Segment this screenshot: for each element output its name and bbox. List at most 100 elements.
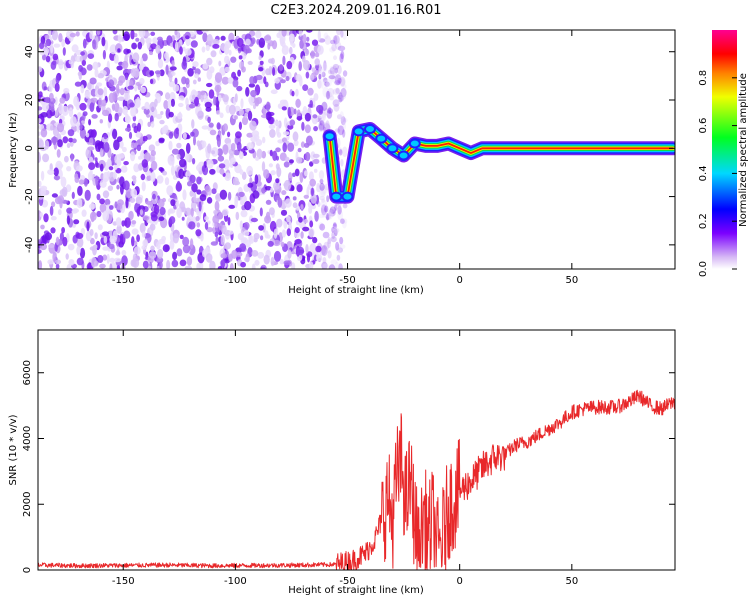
noise-speck — [322, 86, 329, 98]
noise-speck — [241, 116, 249, 126]
noise-speck — [281, 190, 287, 196]
noise-speck — [145, 200, 153, 206]
noise-speck — [320, 185, 328, 194]
noise-speck — [331, 206, 335, 212]
noise-speck — [239, 108, 244, 116]
noise-speck — [276, 218, 283, 228]
noise-speck — [320, 78, 324, 89]
noise-speck — [79, 122, 83, 131]
snr-panel: -150 -100 -50 0 50 0 2000 4000 6000 Height of st… — [8, 329, 676, 596]
noise-speck — [321, 261, 328, 269]
noise-speck — [284, 156, 290, 162]
noise-speck — [293, 139, 299, 147]
noise-speck — [251, 263, 256, 269]
noise-speck — [66, 166, 72, 172]
noise-speck — [189, 190, 194, 197]
noise-speck — [66, 207, 73, 214]
noise-speck — [340, 30, 344, 38]
noise-speck — [298, 216, 303, 223]
noise-speck — [51, 30, 58, 41]
noise-speck — [339, 92, 346, 100]
noise-speck — [192, 158, 196, 165]
noise-speck — [326, 110, 333, 119]
x-tick-label: 0 — [456, 275, 462, 286]
noise-speck — [192, 61, 199, 68]
noise-speck — [297, 246, 305, 256]
noise-speck — [238, 191, 245, 198]
noise-speck — [213, 96, 217, 106]
noise-speck — [205, 185, 211, 193]
noise-speck — [62, 236, 68, 247]
noise-speck — [204, 216, 209, 221]
noise-speck — [130, 188, 138, 198]
noise-speck — [168, 72, 173, 83]
noise-speck — [134, 84, 138, 92]
noise-speck — [299, 39, 304, 49]
noise-speck — [109, 257, 115, 263]
noise-speck — [51, 136, 58, 144]
noise-speck — [134, 33, 138, 38]
noise-speck — [328, 207, 334, 216]
noise-speck — [127, 85, 134, 90]
noise-speck — [330, 236, 337, 243]
noise-speck — [79, 102, 87, 111]
noise-speck — [159, 261, 163, 269]
noise-speck — [302, 84, 309, 91]
noise-speck — [254, 259, 260, 266]
noise-speck — [114, 113, 119, 122]
noise-speck — [188, 244, 196, 256]
noise-speck — [98, 97, 103, 109]
noise-speck — [270, 89, 278, 95]
noise-speck — [230, 142, 236, 152]
noise-speck — [122, 146, 127, 153]
noise-speck — [174, 30, 178, 36]
noise-speck — [185, 35, 190, 40]
noise-speck — [196, 222, 201, 228]
noise-speck — [136, 144, 142, 152]
noise-speck — [244, 112, 248, 119]
noise-speck — [212, 38, 220, 45]
noise-speck — [170, 199, 176, 207]
noise-speck — [51, 193, 59, 198]
noise-speck — [185, 97, 189, 107]
noise-speck — [90, 237, 95, 245]
noise-speck — [234, 115, 238, 120]
spectrogram-frame — [37, 29, 676, 270]
noise-speck — [112, 30, 118, 35]
noise-speck — [333, 35, 338, 46]
noise-speck — [159, 69, 165, 77]
noise-speck — [310, 204, 317, 210]
noise-speck — [224, 172, 231, 181]
noise-speck — [77, 185, 83, 196]
noise-speck — [211, 188, 217, 195]
spectrogram-panel: -150 -100 -50 0 50 -40 -20 0 20 40 Height of stra… — [8, 29, 676, 296]
noise-speck — [258, 37, 266, 48]
noise-speck — [200, 93, 204, 103]
noise-speck — [178, 168, 185, 179]
noise-speck — [43, 86, 48, 91]
noise-speck — [135, 196, 143, 205]
noise-speck — [312, 153, 320, 158]
noise-speck — [291, 90, 295, 97]
noise-speck — [125, 127, 131, 132]
noise-speck — [338, 147, 343, 154]
noise-speck — [260, 235, 264, 241]
snr-series-line — [38, 389, 675, 570]
noise-speck — [99, 198, 105, 205]
noise-speck — [139, 77, 145, 85]
noise-speck — [329, 95, 335, 101]
noise-speck — [161, 126, 169, 134]
noise-speck — [149, 70, 155, 77]
noise-speck — [323, 32, 329, 40]
noise-speck — [255, 74, 263, 81]
noise-speck — [319, 196, 325, 201]
noise-speck — [342, 30, 347, 40]
noise-speck — [137, 41, 143, 50]
noise-speck — [257, 187, 262, 193]
noise-speck — [273, 228, 278, 239]
noise-speck — [282, 55, 286, 66]
noise-speck — [61, 105, 69, 116]
noise-speck — [251, 130, 260, 138]
noise-speck — [321, 212, 328, 218]
noise-speck — [182, 244, 191, 254]
